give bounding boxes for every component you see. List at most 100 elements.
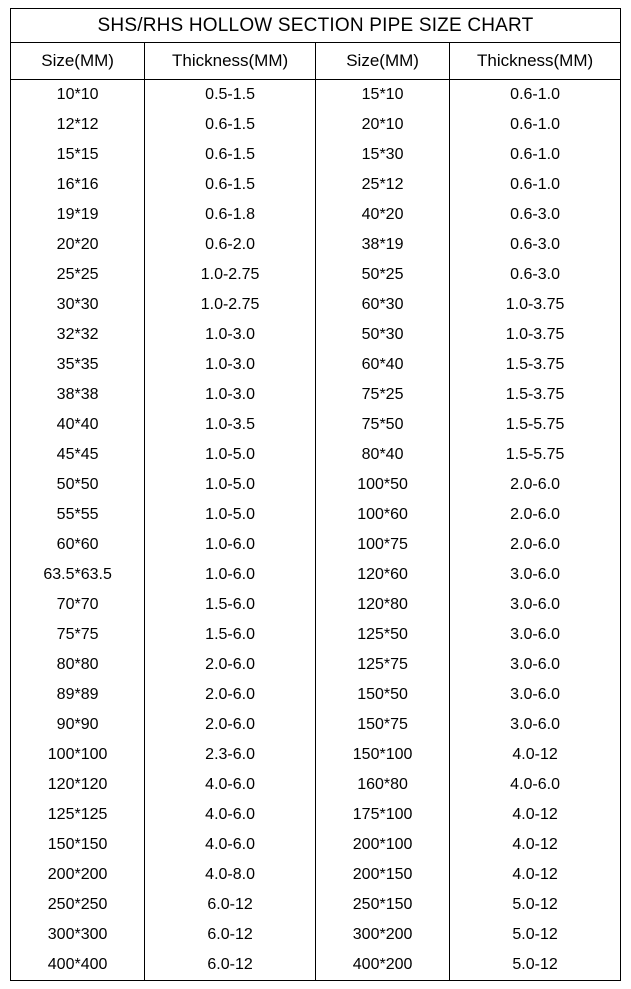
table-cell: 80*80 xyxy=(11,650,145,680)
table-row: 15*150.6-1.515*300.6-1.0 xyxy=(11,140,621,170)
table-cell: 60*60 xyxy=(11,530,145,560)
table-cell: 4.0-12 xyxy=(450,740,621,770)
table-cell: 1.0-5.0 xyxy=(145,500,316,530)
table-cell: 15*15 xyxy=(11,140,145,170)
table-cell: 0.5-1.5 xyxy=(145,80,316,111)
col-head-size-left: Size(MM) xyxy=(11,43,145,80)
table-cell: 5.0-12 xyxy=(450,890,621,920)
table-cell: 0.6-1.5 xyxy=(145,140,316,170)
table-row: 200*2004.0-8.0200*1504.0-12 xyxy=(11,860,621,890)
table-cell: 4.0-6.0 xyxy=(145,830,316,860)
table-row: 32*321.0-3.050*301.0-3.75 xyxy=(11,320,621,350)
table-row: 120*1204.0-6.0160*804.0-6.0 xyxy=(11,770,621,800)
table-cell: 300*200 xyxy=(315,920,449,950)
table-cell: 20*20 xyxy=(11,230,145,260)
table-cell: 45*45 xyxy=(11,440,145,470)
table-cell: 50*30 xyxy=(315,320,449,350)
table-cell: 400*200 xyxy=(315,950,449,981)
table-cell: 1.5-6.0 xyxy=(145,620,316,650)
table-cell: 160*80 xyxy=(315,770,449,800)
table-cell: 40*20 xyxy=(315,200,449,230)
table-cell: 6.0-12 xyxy=(145,890,316,920)
table-cell: 70*70 xyxy=(11,590,145,620)
table-cell: 1.0-3.5 xyxy=(145,410,316,440)
table-cell: 90*90 xyxy=(11,710,145,740)
table-cell: 75*25 xyxy=(315,380,449,410)
table-cell: 150*100 xyxy=(315,740,449,770)
table-row: 10*100.5-1.515*100.6-1.0 xyxy=(11,80,621,111)
table-cell: 75*50 xyxy=(315,410,449,440)
table-row: 25*251.0-2.7550*250.6-3.0 xyxy=(11,260,621,290)
table-cell: 25*12 xyxy=(315,170,449,200)
table-cell: 60*40 xyxy=(315,350,449,380)
table-cell: 3.0-6.0 xyxy=(450,590,621,620)
table-cell: 0.6-1.0 xyxy=(450,110,621,140)
table-cell: 60*30 xyxy=(315,290,449,320)
table-row: 90*902.0-6.0150*753.0-6.0 xyxy=(11,710,621,740)
table-cell: 1.0-6.0 xyxy=(145,560,316,590)
table-cell: 75*75 xyxy=(11,620,145,650)
table-cell: 19*19 xyxy=(11,200,145,230)
col-head-thickness-left: Thickness(MM) xyxy=(145,43,316,80)
table-cell: 15*10 xyxy=(315,80,449,111)
table-row: 300*3006.0-12300*2005.0-12 xyxy=(11,920,621,950)
table-cell: 10*10 xyxy=(11,80,145,111)
table-row: 150*1504.0-6.0200*1004.0-12 xyxy=(11,830,621,860)
table-cell: 89*89 xyxy=(11,680,145,710)
table-row: 70*701.5-6.0120*803.0-6.0 xyxy=(11,590,621,620)
table-row: 75*751.5-6.0125*503.0-6.0 xyxy=(11,620,621,650)
table-body: 10*100.5-1.515*100.6-1.012*120.6-1.520*1… xyxy=(11,80,621,981)
table-cell: 100*100 xyxy=(11,740,145,770)
table-cell: 1.5-5.75 xyxy=(450,440,621,470)
table-cell: 250*150 xyxy=(315,890,449,920)
table-row: 63.5*63.51.0-6.0120*603.0-6.0 xyxy=(11,560,621,590)
table-cell: 1.5-6.0 xyxy=(145,590,316,620)
table-row: 89*892.0-6.0150*503.0-6.0 xyxy=(11,680,621,710)
table-row: 16*160.6-1.525*120.6-1.0 xyxy=(11,170,621,200)
table-cell: 0.6-2.0 xyxy=(145,230,316,260)
table-cell: 0.6-3.0 xyxy=(450,260,621,290)
table-cell: 63.5*63.5 xyxy=(11,560,145,590)
table-row: 125*1254.0-6.0175*1004.0-12 xyxy=(11,800,621,830)
table-row: 19*190.6-1.840*200.6-3.0 xyxy=(11,200,621,230)
table-cell: 4.0-12 xyxy=(450,830,621,860)
table-cell: 25*25 xyxy=(11,260,145,290)
table-cell: 2.0-6.0 xyxy=(450,530,621,560)
table-cell: 1.5-3.75 xyxy=(450,350,621,380)
table-cell: 3.0-6.0 xyxy=(450,710,621,740)
table-cell: 1.0-6.0 xyxy=(145,530,316,560)
table-cell: 125*75 xyxy=(315,650,449,680)
table-cell: 50*25 xyxy=(315,260,449,290)
table-row: 20*200.6-2.038*190.6-3.0 xyxy=(11,230,621,260)
table-cell: 2.0-6.0 xyxy=(145,710,316,740)
table-cell: 3.0-6.0 xyxy=(450,560,621,590)
table-cell: 6.0-12 xyxy=(145,920,316,950)
table-cell: 2.0-6.0 xyxy=(145,650,316,680)
table-row: 40*401.0-3.575*501.5-5.75 xyxy=(11,410,621,440)
table-cell: 0.6-1.0 xyxy=(450,170,621,200)
table-row: 38*381.0-3.075*251.5-3.75 xyxy=(11,380,621,410)
table-cell: 0.6-1.8 xyxy=(145,200,316,230)
table-cell: 1.0-2.75 xyxy=(145,290,316,320)
table-cell: 5.0-12 xyxy=(450,920,621,950)
table-cell: 4.0-6.0 xyxy=(145,770,316,800)
table-cell: 4.0-12 xyxy=(450,800,621,830)
table-cell: 100*75 xyxy=(315,530,449,560)
table-cell: 200*100 xyxy=(315,830,449,860)
table-cell: 5.0-12 xyxy=(450,950,621,981)
table-cell: 4.0-6.0 xyxy=(450,770,621,800)
table-cell: 2.0-6.0 xyxy=(145,680,316,710)
table-cell: 1.5-5.75 xyxy=(450,410,621,440)
table-cell: 1.5-3.75 xyxy=(450,380,621,410)
table-cell: 250*250 xyxy=(11,890,145,920)
table-cell: 1.0-2.75 xyxy=(145,260,316,290)
table-header-row: Size(MM) Thickness(MM) Size(MM) Thicknes… xyxy=(11,43,621,80)
table-cell: 125*125 xyxy=(11,800,145,830)
table-cell: 3.0-6.0 xyxy=(450,620,621,650)
table-cell: 4.0-6.0 xyxy=(145,800,316,830)
table-cell: 1.0-3.75 xyxy=(450,290,621,320)
table-row: 100*1002.3-6.0150*1004.0-12 xyxy=(11,740,621,770)
table-cell: 0.6-1.0 xyxy=(450,140,621,170)
table-row: 30*301.0-2.7560*301.0-3.75 xyxy=(11,290,621,320)
table-cell: 3.0-6.0 xyxy=(450,650,621,680)
